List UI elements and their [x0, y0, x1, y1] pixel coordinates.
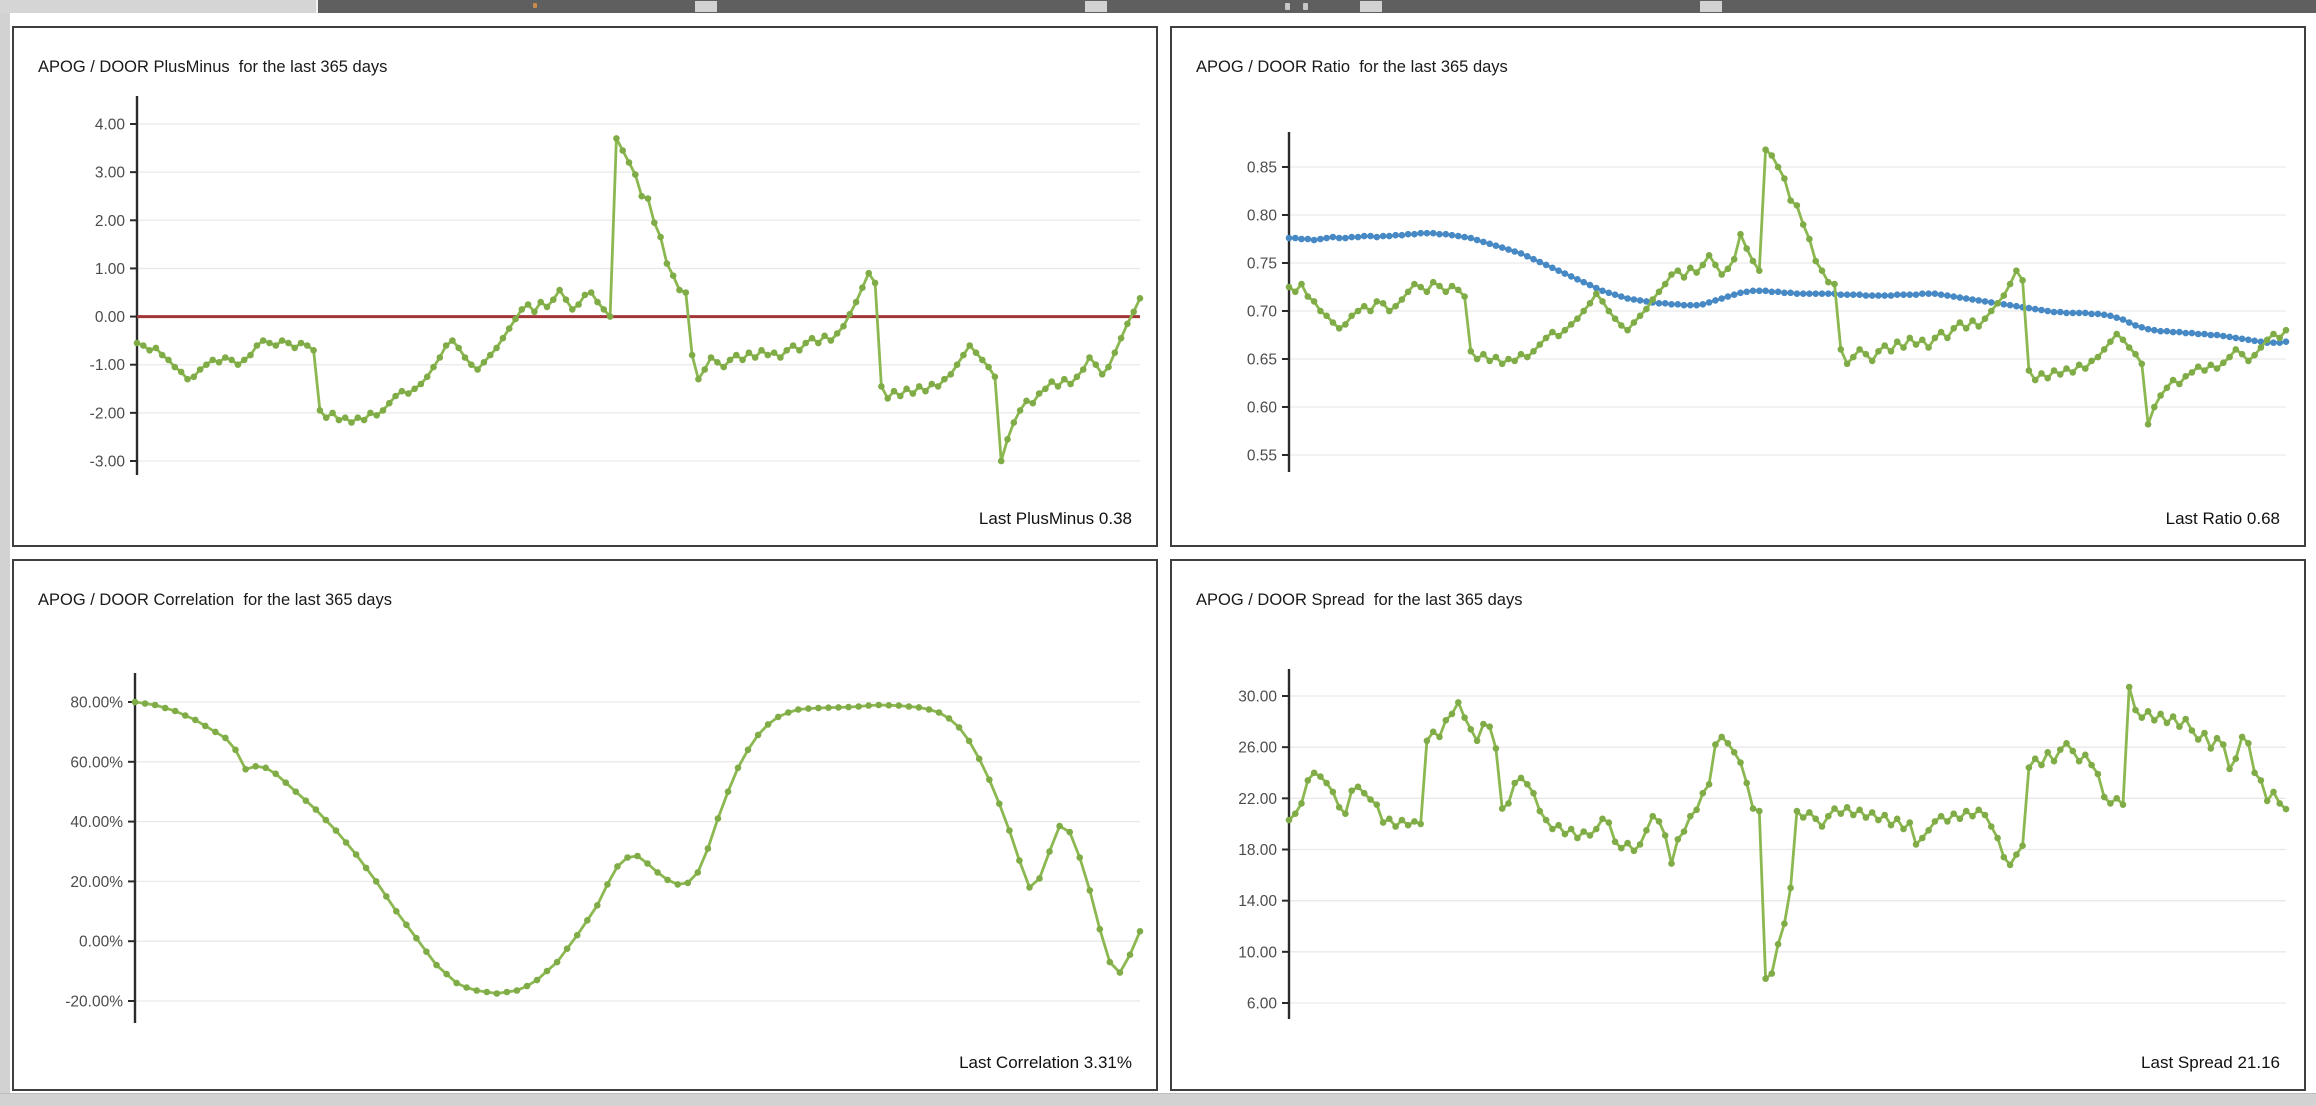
y-tick-label: 3.00 [95, 165, 126, 182]
last-value-label: Last PlusMinus 0.38 [978, 509, 1132, 528]
chart-title: APOG / DOOR Ratio for the last 365 days [1196, 58, 1508, 76]
chart-panel-correlation: 80.00% 60.00% 40.00% 20.00% 0.00% -20.00% APO… [12, 559, 1158, 1091]
last-value-label: Last Correlation 3.31% [959, 1053, 1132, 1072]
y-tick-label: 18.00 [1238, 842, 1277, 859]
chart-title: APOG / DOOR Spread for the last 365 days [1196, 591, 1523, 609]
y-tick-label: -1.00 [90, 357, 126, 374]
window-edge-left [0, 13, 10, 1093]
y-tick-label: 0.00 [95, 309, 126, 326]
y-tick-label: 0.85 [1247, 160, 1277, 177]
y-tick-label: 0.75 [1247, 256, 1277, 273]
spread-chart: 30.00 26.00 22.00 18.00 14.00 10.00 6.00 [1238, 669, 2290, 1019]
chart-title: APOG / DOOR PlusMinus for the last 365 d… [38, 58, 388, 76]
chart-panel-plusminus: 4.00 3.00 2.00 1.00 0.00 -1.00 -2.00 -3.00 APOG… [12, 26, 1158, 547]
y-tick-label: 0.00% [79, 934, 123, 951]
y-tick-label: 0.80 [1247, 208, 1278, 225]
y-tick-label: 22.00 [1238, 791, 1277, 808]
chart-title: APOG / DOOR Correlation for the last 365… [38, 591, 392, 609]
y-tick-label: 30.00 [1238, 689, 1277, 706]
y-tick-label: 2.00 [95, 213, 126, 230]
ratio-chart: 0.85 0.80 0.75 0.70 0.65 0.60 0.55 [1247, 132, 2290, 472]
y-tick-label: 40.00% [70, 814, 123, 831]
window-edge-bottom [0, 1093, 2316, 1106]
y-tick-label: 26.00 [1238, 740, 1277, 757]
spread-series-markers [1285, 683, 2290, 982]
y-tick-label: 0.55 [1247, 448, 1277, 465]
chart-panel-spread: 30.00 26.00 22.00 18.00 14.00 10.00 6.00 APOG … [1170, 559, 2306, 1091]
plusminus-series-line [135, 137, 1142, 463]
ratio-series-line [1287, 148, 2288, 426]
y-tick-label: -2.00 [90, 405, 126, 422]
y-tick-label: 14.00 [1238, 893, 1277, 910]
correlation--series-line [133, 700, 1142, 995]
y-tick-label: 10.00 [1238, 944, 1277, 961]
y-tick-label: 0.70 [1247, 304, 1278, 321]
ratio-series-markers [1285, 146, 2290, 428]
tab-button-remnant[interactable] [1085, 1, 1107, 12]
tab-button-remnant[interactable] [1700, 1, 1722, 12]
last-value-label: Last Spread 21.16 [2141, 1053, 2280, 1072]
plusminus-series-markers [133, 135, 1144, 465]
tab-text-remnant [1303, 3, 1308, 10]
y-tick-label: 0.65 [1247, 352, 1277, 369]
y-tick-label: 0.60 [1247, 400, 1278, 417]
tab-strip [0, 0, 2316, 13]
last-value-label: Last Ratio 0.68 [2165, 509, 2280, 528]
y-tick-label: 60.00% [70, 754, 123, 771]
tab-button-remnant[interactable] [695, 1, 717, 12]
y-tick-label: 1.00 [95, 261, 126, 278]
correlation-chart: 80.00% 60.00% 40.00% 20.00% 0.00% -20.00% [65, 673, 1144, 1023]
y-tick-label: 6.00 [1247, 996, 1278, 1013]
moving-average-series-markers [1285, 229, 2290, 347]
y-tick-label: 80.00% [70, 695, 123, 712]
y-tick-label: -20.00% [65, 994, 123, 1011]
tab-text-remnant [1285, 3, 1290, 10]
y-tick-label: -3.00 [90, 454, 126, 471]
tab-button-remnant[interactable] [1360, 1, 1382, 12]
tab-icon-remnant [533, 3, 537, 8]
active-tab-remnant[interactable] [0, 0, 318, 13]
chart-panel-ratio: 0.85 0.80 0.75 0.70 0.65 0.60 0.55 APOG / DOOR… [1170, 26, 2306, 547]
y-tick-label: 4.00 [95, 117, 126, 134]
y-tick-label: 20.00% [70, 874, 123, 891]
correlation--series-markers [131, 698, 1144, 997]
plusminus-chart: 4.00 3.00 2.00 1.00 0.00 -1.00 -2.00 -3.00 [90, 96, 1144, 475]
spread-series-line [1287, 685, 2288, 981]
